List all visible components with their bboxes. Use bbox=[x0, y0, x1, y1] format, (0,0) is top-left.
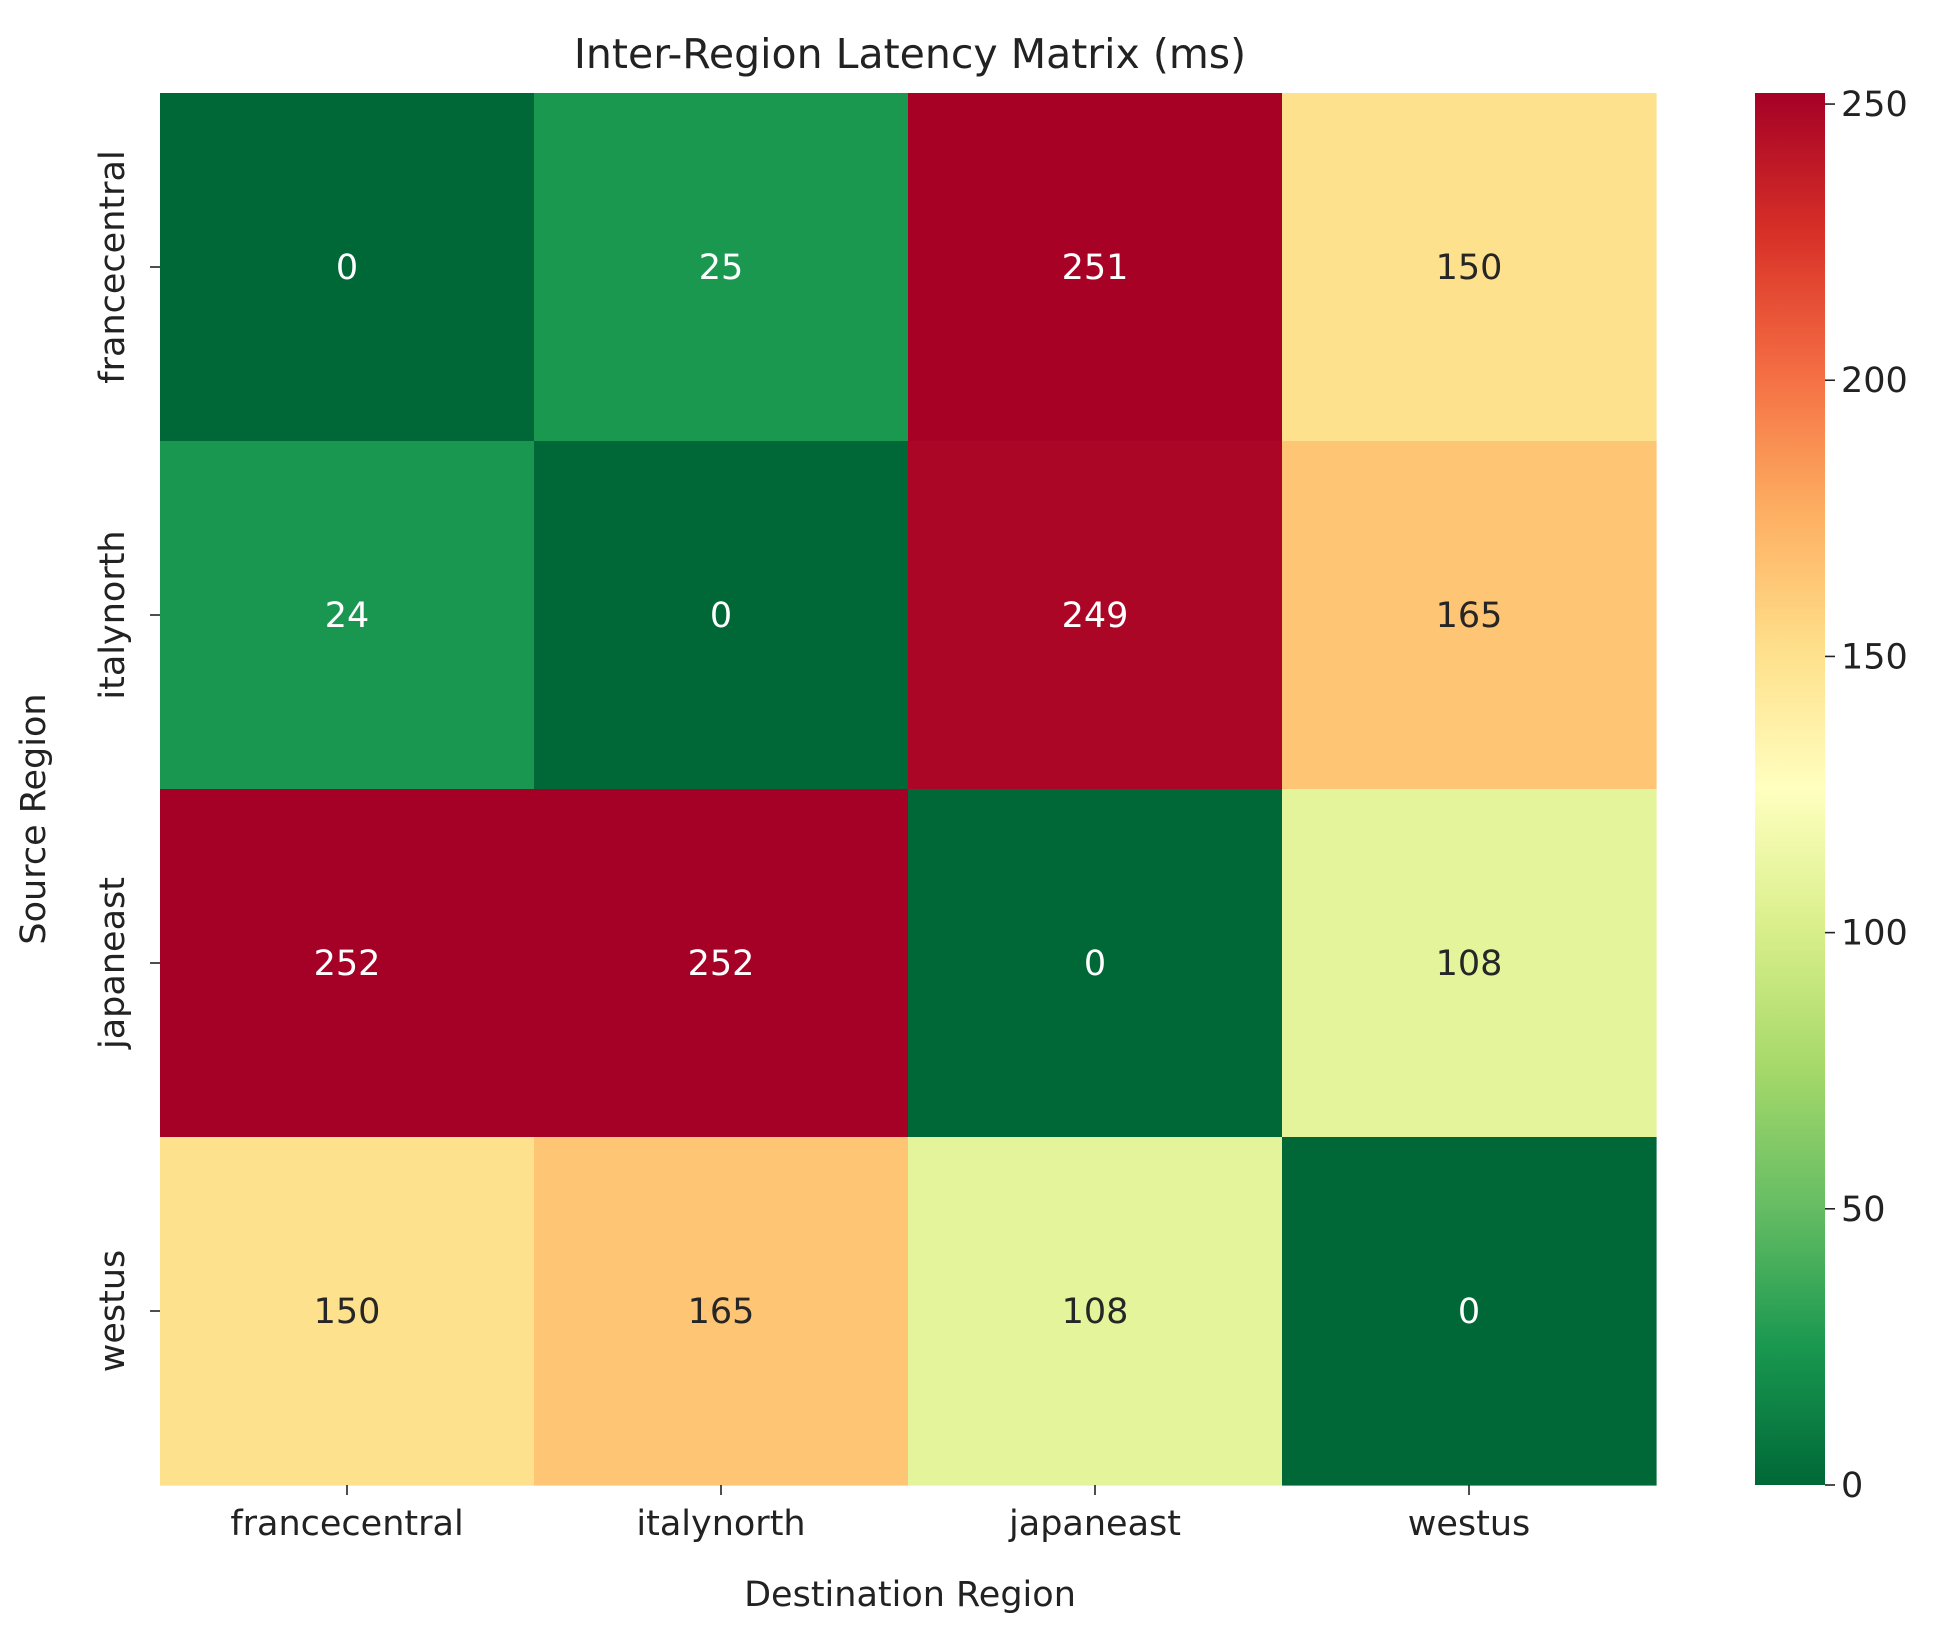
x-tick-label: japaneast bbox=[1008, 1504, 1181, 1544]
chart-title: Inter-Region Latency Matrix (ms) bbox=[574, 30, 1246, 78]
heatmap-cells bbox=[160, 93, 1657, 1486]
cell-value-label: 249 bbox=[1062, 596, 1129, 636]
heatmap-cell bbox=[534, 93, 909, 442]
cell-value-label: 0 bbox=[1458, 1292, 1480, 1332]
heatmap-cell bbox=[160, 441, 535, 790]
heatmap-cell bbox=[1282, 789, 1657, 1138]
x-axis-title: Destination Region bbox=[744, 1575, 1076, 1615]
heatmap-cell bbox=[1282, 441, 1657, 790]
cell-value-label: 25 bbox=[699, 248, 744, 288]
cell-value-label: 150 bbox=[314, 1292, 381, 1332]
cell-value-label: 0 bbox=[710, 596, 732, 636]
x-axis: francecentral italynorth japaneast westus bbox=[230, 1485, 1530, 1544]
cell-value-label: 165 bbox=[688, 1292, 755, 1332]
heatmap-cell bbox=[534, 1137, 909, 1486]
y-axis-title: Source Region bbox=[14, 693, 54, 944]
heatmap-cell bbox=[160, 93, 535, 442]
colorbar-tick-label: 100 bbox=[1841, 914, 1908, 954]
y-tick-label: italynorth bbox=[93, 530, 133, 699]
y-tick-label: japaneast bbox=[93, 877, 133, 1050]
heatmap-cell bbox=[160, 789, 535, 1138]
heatmap-cell bbox=[160, 1137, 535, 1486]
y-axis: francecentral italynorth japaneast westus bbox=[93, 150, 160, 1372]
cell-value-label: 252 bbox=[688, 944, 755, 984]
colorbar-gradient bbox=[1755, 93, 1825, 1485]
heatmap-cell bbox=[908, 1137, 1283, 1486]
x-tick-label: francecentral bbox=[230, 1504, 463, 1544]
colorbar-tick-label: 0 bbox=[1841, 1466, 1863, 1506]
colorbar-tick-label: 200 bbox=[1841, 361, 1908, 401]
cell-value-label: 108 bbox=[1436, 944, 1503, 984]
heatmap-cell bbox=[534, 789, 909, 1138]
cell-value-label: 251 bbox=[1062, 248, 1129, 288]
cell-value-label: 252 bbox=[314, 944, 381, 984]
heatmap-cell bbox=[1282, 1137, 1657, 1486]
cell-value-label: 0 bbox=[336, 248, 358, 288]
colorbar: 0 50 100 150 200 250 bbox=[1755, 85, 1908, 1506]
heatmap-cell bbox=[534, 441, 909, 790]
colorbar-tick-label: 50 bbox=[1841, 1190, 1886, 1230]
heatmap-cell bbox=[908, 93, 1283, 442]
cell-value-label: 165 bbox=[1436, 596, 1503, 636]
heatmap-cell-labels: 0 25 251 150 24 0 249 165 252 252 0 108 150 165 108 0 bbox=[314, 248, 1503, 1332]
y-tick-label: francecentral bbox=[93, 150, 133, 383]
cell-value-label: 0 bbox=[1084, 944, 1106, 984]
heatmap-cell bbox=[908, 441, 1283, 790]
colorbar-tick-label: 250 bbox=[1841, 85, 1908, 125]
colorbar-ticks: 0 50 100 150 200 250 bbox=[1825, 85, 1908, 1506]
x-tick-label: westus bbox=[1408, 1504, 1531, 1544]
colorbar-tick-label: 150 bbox=[1841, 637, 1908, 677]
heatmap-cell bbox=[908, 789, 1283, 1138]
y-tick-label: westus bbox=[93, 1250, 133, 1373]
cell-value-label: 150 bbox=[1436, 248, 1503, 288]
x-tick-label: italynorth bbox=[636, 1504, 805, 1544]
cell-value-label: 24 bbox=[325, 596, 370, 636]
cell-value-label: 108 bbox=[1062, 1292, 1129, 1332]
heatmap-cell bbox=[1282, 93, 1657, 442]
